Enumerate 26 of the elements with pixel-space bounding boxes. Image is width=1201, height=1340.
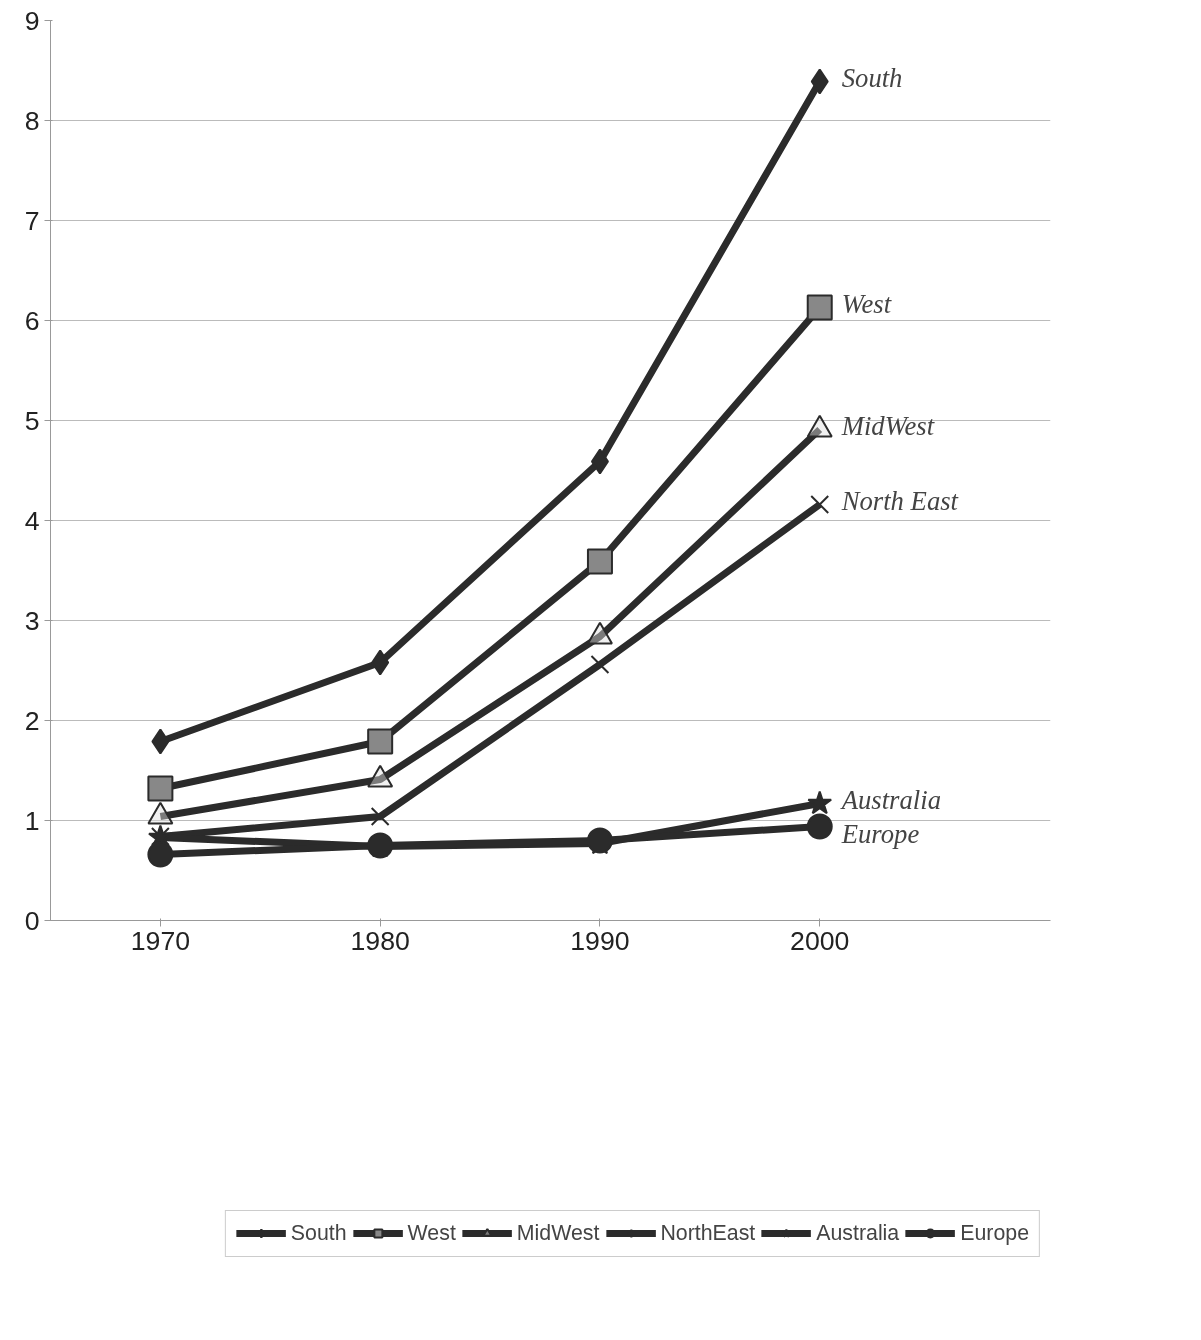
y-tick-label: 3: [24, 605, 40, 636]
y-tick-label: 8: [24, 105, 40, 136]
x-tick-label: 1990: [570, 925, 630, 956]
x-tick-label: 1970: [130, 925, 191, 956]
legend-label: MidWest: [516, 1220, 600, 1246]
annotation: West: [841, 288, 892, 319]
legend-label: South: [290, 1220, 347, 1246]
y-tick-label: 5: [24, 405, 40, 436]
y-tick-label: 2: [24, 705, 40, 736]
annotation: North East: [840, 485, 959, 516]
y-tick-label: 0: [24, 905, 40, 936]
y-tick-label: 7: [24, 205, 40, 236]
annotation: MidWest: [840, 410, 935, 441]
legend-label: Europe: [960, 1220, 1029, 1246]
x-tick-label: 1980: [350, 925, 410, 956]
annotation: South: [841, 62, 903, 93]
annotation: Australia: [839, 784, 941, 815]
y-tick-label: 4: [24, 505, 40, 536]
annotation: Europe: [840, 818, 920, 849]
legend-label: NorthEast: [660, 1220, 756, 1246]
legend-label: Australia: [816, 1220, 900, 1246]
legend-label: West: [407, 1220, 456, 1246]
x-tick-label: 2000: [790, 925, 850, 956]
y-tick-label: 1: [24, 805, 40, 836]
y-tick-label: 6: [24, 305, 40, 336]
y-tick-label: 9: [24, 5, 40, 36]
